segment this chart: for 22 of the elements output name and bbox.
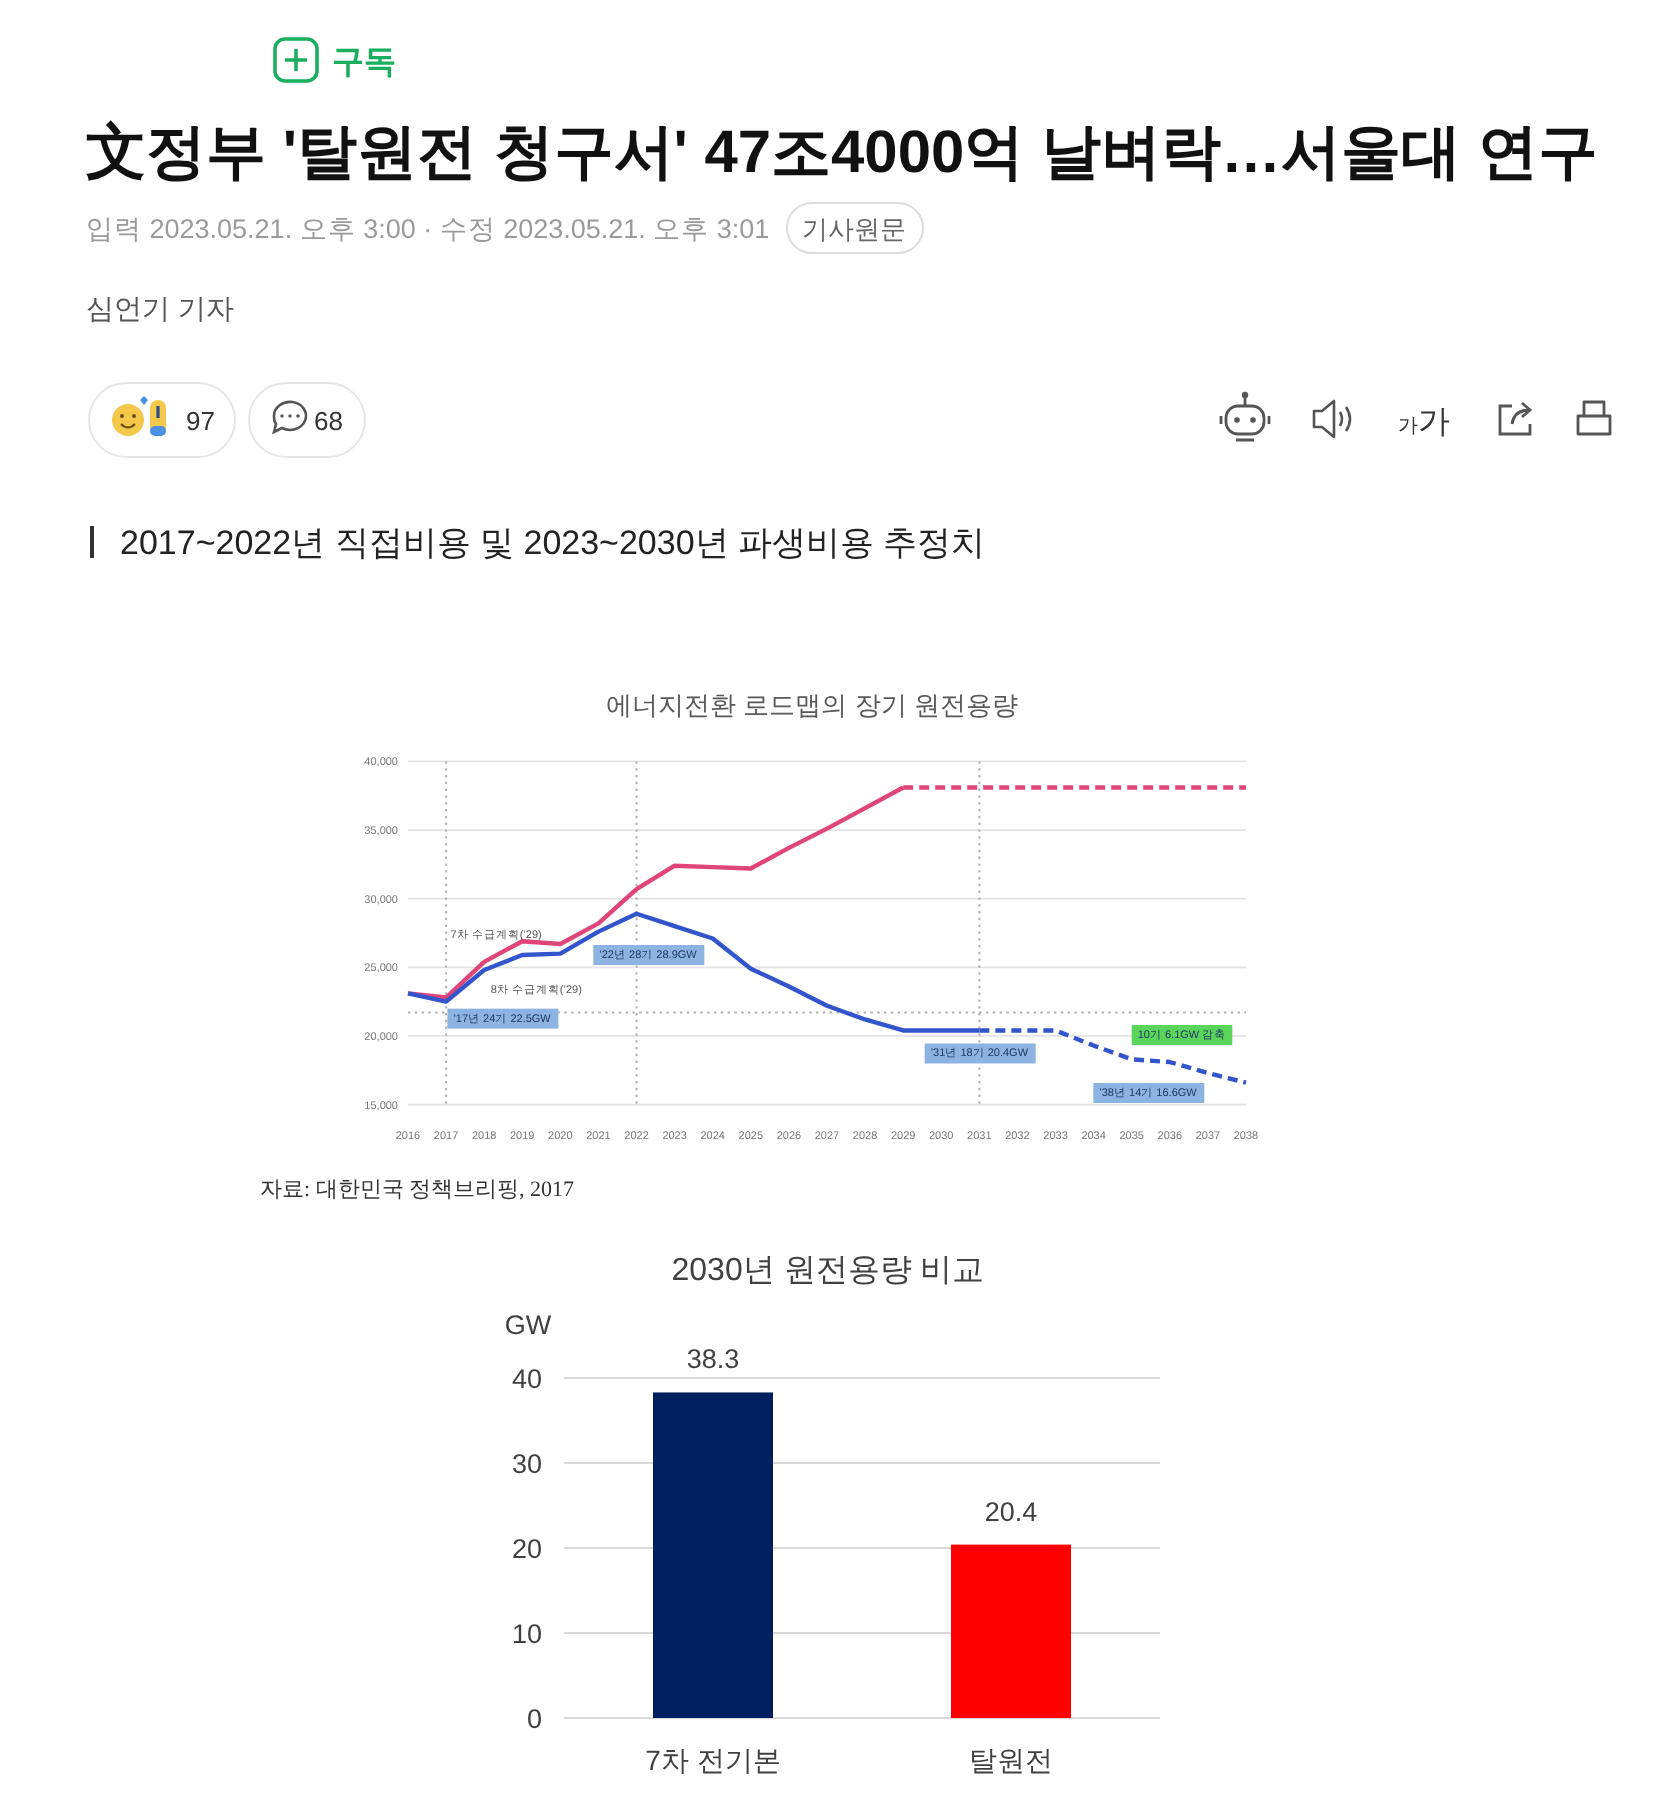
y-axis-title: GW [504,1310,552,1340]
text: 자료: 대한민국 정책브리핑, 2017 [260,1178,576,1202]
chart-title: 에너지전환 로드맵의 장기 원전용량 [606,690,1018,720]
text: 심언기 기자 [86,292,234,324]
y-tick-label: 30 [511,1449,542,1479]
text: 97 [186,406,215,436]
text: 68 [314,406,343,436]
x-tick-label: 7차 전기본 [645,1744,781,1776]
data-label: 38.3 [686,1344,740,1375]
data-label: 20.4 [984,1496,1039,1527]
text: 文정부 '탈원전 청구서' 47조4000억 날벼락…서울대 연구 [86,120,1598,186]
text: 입력 2023.05.21. 오후 3:00 · 수정 2023.05.21. 오후 3:01 [86,214,770,244]
text: 구독 [332,46,396,80]
text: 2017~2022년 직접비용 및 2023~2030년 파생비용 추정치 [120,524,986,562]
y-tick-label: 20 [511,1534,542,1564]
y-tick-label: 10 [511,1619,542,1649]
text: 가가 [1398,406,1450,440]
chart-title: 2030년 원전용량 비교 [671,1254,985,1288]
text: 기사원문 [802,214,906,244]
x-tick-label: 탈원전 [969,1744,1053,1776]
y-tick-label: 0 [526,1704,542,1734]
y-tick-label: 40 [511,1364,542,1394]
